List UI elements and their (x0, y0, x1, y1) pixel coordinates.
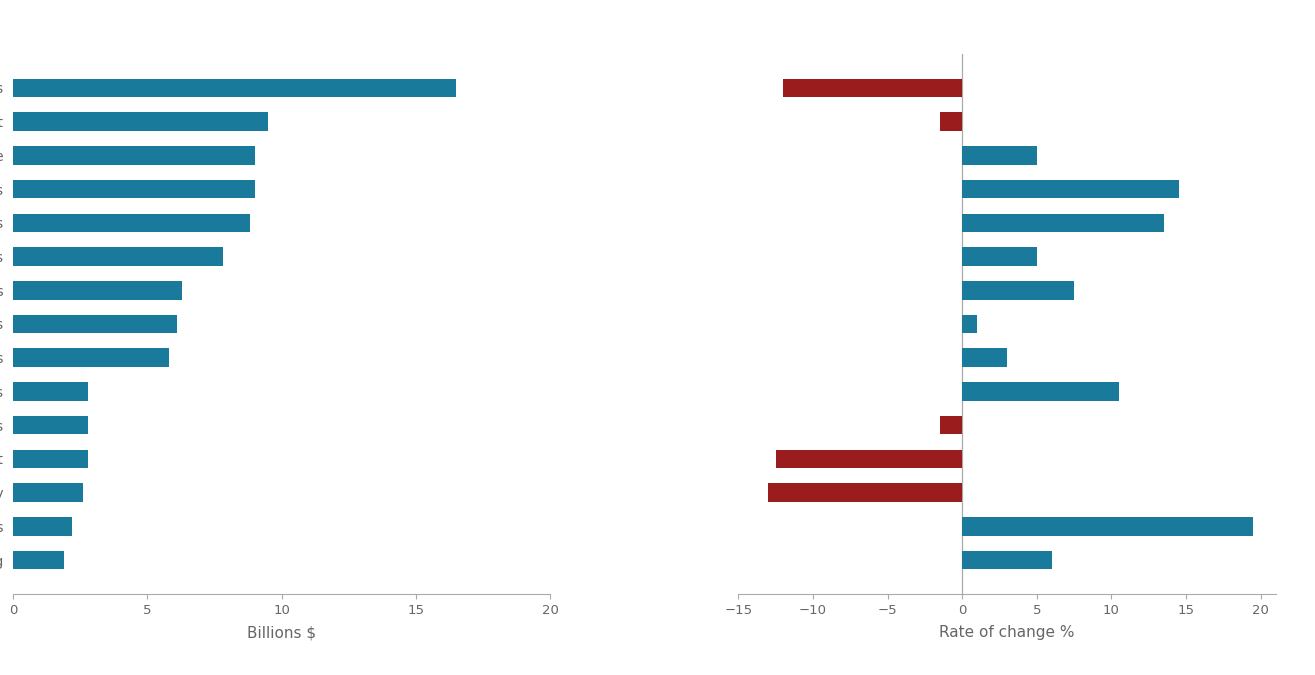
Bar (13, 483, 83, 502)
Bar (963, 517, 1253, 536)
Bar (940, 112, 963, 131)
Bar (13, 213, 250, 232)
Bar (963, 180, 1178, 198)
Bar (940, 416, 963, 435)
Bar (13, 450, 88, 468)
Bar (13, 281, 183, 300)
Bar (13, 551, 64, 570)
Bar (13, 348, 168, 367)
Bar (963, 315, 977, 333)
Bar (963, 213, 1164, 232)
Bar (963, 382, 1119, 401)
Bar (13, 517, 72, 536)
Bar (963, 247, 1036, 266)
Bar (13, 416, 88, 435)
Bar (13, 382, 88, 401)
Bar (963, 348, 1007, 367)
X-axis label: Billions $: Billions $ (247, 625, 317, 640)
Bar (784, 78, 963, 97)
Bar (13, 146, 255, 165)
Bar (963, 551, 1052, 570)
Bar (13, 78, 456, 97)
Bar (13, 180, 255, 198)
Bar (768, 483, 963, 502)
Bar (963, 146, 1036, 165)
Bar (963, 281, 1074, 300)
Bar (13, 247, 222, 266)
X-axis label: Rate of change %: Rate of change % (939, 625, 1074, 640)
Bar (776, 450, 963, 468)
Bar (13, 315, 178, 333)
Bar (13, 112, 268, 131)
